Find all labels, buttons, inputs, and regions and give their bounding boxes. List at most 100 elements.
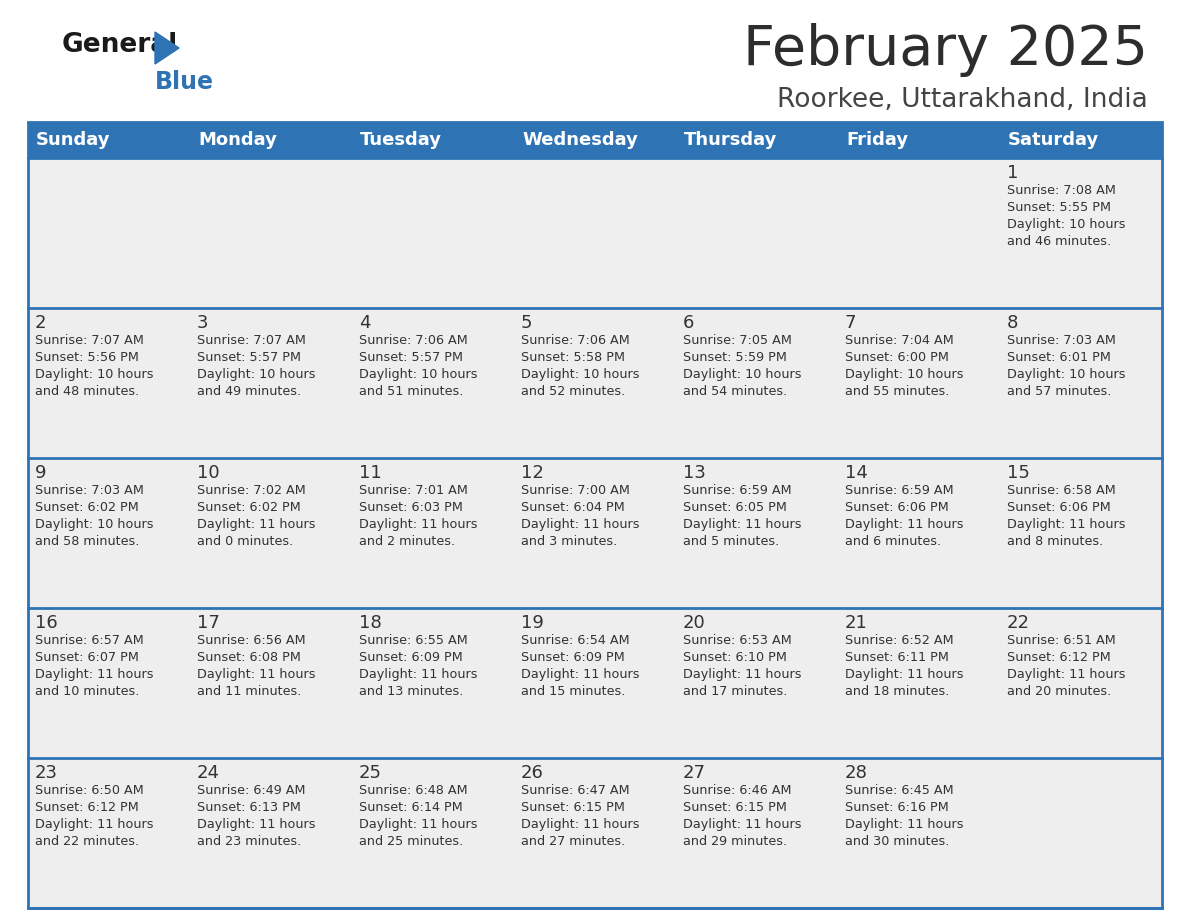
Text: Sunrise: 6:59 AM: Sunrise: 6:59 AM bbox=[683, 484, 791, 497]
Bar bbox=[514, 758, 676, 908]
Text: Sunrise: 6:52 AM: Sunrise: 6:52 AM bbox=[845, 634, 954, 647]
Bar bbox=[29, 458, 190, 608]
Bar bbox=[29, 122, 1162, 908]
Text: 12: 12 bbox=[522, 464, 544, 482]
Bar bbox=[29, 158, 190, 308]
Text: 4: 4 bbox=[359, 314, 371, 332]
Bar bbox=[514, 158, 676, 308]
Text: Sunrise: 7:08 AM: Sunrise: 7:08 AM bbox=[1007, 184, 1116, 197]
Text: Sunrise: 6:54 AM: Sunrise: 6:54 AM bbox=[522, 634, 630, 647]
Bar bbox=[676, 608, 838, 758]
Text: and 10 minutes.: and 10 minutes. bbox=[34, 685, 139, 698]
Text: and 27 minutes.: and 27 minutes. bbox=[522, 835, 625, 848]
Text: and 23 minutes.: and 23 minutes. bbox=[197, 835, 302, 848]
Text: and 6 minutes.: and 6 minutes. bbox=[845, 535, 941, 548]
Text: Sunrise: 7:06 AM: Sunrise: 7:06 AM bbox=[359, 334, 468, 347]
Text: Sunset: 6:06 PM: Sunset: 6:06 PM bbox=[1007, 501, 1111, 514]
Text: 23: 23 bbox=[34, 764, 58, 782]
Text: Sunset: 5:57 PM: Sunset: 5:57 PM bbox=[359, 351, 463, 364]
Text: and 48 minutes.: and 48 minutes. bbox=[34, 385, 139, 398]
Text: 7: 7 bbox=[845, 314, 857, 332]
Text: Daylight: 11 hours: Daylight: 11 hours bbox=[197, 518, 316, 531]
Text: Daylight: 11 hours: Daylight: 11 hours bbox=[34, 818, 153, 831]
Text: Saturday: Saturday bbox=[1007, 131, 1099, 149]
Text: 25: 25 bbox=[359, 764, 383, 782]
Text: 26: 26 bbox=[522, 764, 544, 782]
Text: 24: 24 bbox=[197, 764, 220, 782]
Text: Blue: Blue bbox=[154, 70, 214, 94]
Bar bbox=[352, 458, 514, 608]
Text: and 0 minutes.: and 0 minutes. bbox=[197, 535, 293, 548]
Bar bbox=[838, 758, 1000, 908]
Polygon shape bbox=[154, 32, 179, 64]
Text: Daylight: 10 hours: Daylight: 10 hours bbox=[197, 368, 316, 381]
Text: Sunrise: 6:59 AM: Sunrise: 6:59 AM bbox=[845, 484, 954, 497]
Text: and 29 minutes.: and 29 minutes. bbox=[683, 835, 788, 848]
Text: Sunset: 6:00 PM: Sunset: 6:00 PM bbox=[845, 351, 949, 364]
Bar bbox=[838, 458, 1000, 608]
Bar bbox=[352, 608, 514, 758]
Text: and 3 minutes.: and 3 minutes. bbox=[522, 535, 618, 548]
Text: Daylight: 11 hours: Daylight: 11 hours bbox=[34, 668, 153, 681]
Text: and 2 minutes.: and 2 minutes. bbox=[359, 535, 455, 548]
Text: Sunrise: 6:46 AM: Sunrise: 6:46 AM bbox=[683, 784, 791, 797]
Text: Daylight: 11 hours: Daylight: 11 hours bbox=[522, 668, 639, 681]
Bar bbox=[190, 608, 352, 758]
Text: and 55 minutes.: and 55 minutes. bbox=[845, 385, 949, 398]
Bar bbox=[838, 158, 1000, 308]
Text: Sunrise: 7:07 AM: Sunrise: 7:07 AM bbox=[197, 334, 305, 347]
Text: Sunrise: 7:03 AM: Sunrise: 7:03 AM bbox=[1007, 334, 1116, 347]
Text: Sunset: 6:08 PM: Sunset: 6:08 PM bbox=[197, 651, 301, 664]
Text: 27: 27 bbox=[683, 764, 706, 782]
Text: Daylight: 11 hours: Daylight: 11 hours bbox=[359, 668, 478, 681]
Text: 3: 3 bbox=[197, 314, 209, 332]
Text: Sunrise: 7:00 AM: Sunrise: 7:00 AM bbox=[522, 484, 630, 497]
Text: Sunset: 6:15 PM: Sunset: 6:15 PM bbox=[683, 801, 786, 814]
Text: Daylight: 11 hours: Daylight: 11 hours bbox=[1007, 668, 1125, 681]
Text: and 22 minutes.: and 22 minutes. bbox=[34, 835, 139, 848]
Text: Sunset: 6:01 PM: Sunset: 6:01 PM bbox=[1007, 351, 1111, 364]
Bar bbox=[1000, 458, 1162, 608]
Text: Sunset: 5:59 PM: Sunset: 5:59 PM bbox=[683, 351, 786, 364]
Text: Sunrise: 6:55 AM: Sunrise: 6:55 AM bbox=[359, 634, 468, 647]
Text: Sunrise: 7:02 AM: Sunrise: 7:02 AM bbox=[197, 484, 305, 497]
Text: General: General bbox=[62, 32, 178, 58]
Text: Sunset: 6:14 PM: Sunset: 6:14 PM bbox=[359, 801, 463, 814]
Text: Daylight: 11 hours: Daylight: 11 hours bbox=[845, 518, 963, 531]
Text: Daylight: 11 hours: Daylight: 11 hours bbox=[197, 668, 316, 681]
Text: 11: 11 bbox=[359, 464, 381, 482]
Bar bbox=[1000, 758, 1162, 908]
Text: Daylight: 10 hours: Daylight: 10 hours bbox=[1007, 218, 1125, 231]
Text: Tuesday: Tuesday bbox=[360, 131, 442, 149]
Text: Sunset: 6:10 PM: Sunset: 6:10 PM bbox=[683, 651, 786, 664]
Text: Daylight: 10 hours: Daylight: 10 hours bbox=[1007, 368, 1125, 381]
Text: 8: 8 bbox=[1007, 314, 1018, 332]
Text: Wednesday: Wednesday bbox=[522, 131, 638, 149]
Text: 18: 18 bbox=[359, 614, 381, 632]
Bar bbox=[29, 158, 1162, 308]
Text: 21: 21 bbox=[845, 614, 868, 632]
Text: Sunset: 6:02 PM: Sunset: 6:02 PM bbox=[197, 501, 301, 514]
Text: and 25 minutes.: and 25 minutes. bbox=[359, 835, 463, 848]
Text: Sunset: 6:09 PM: Sunset: 6:09 PM bbox=[522, 651, 625, 664]
Text: 5: 5 bbox=[522, 314, 532, 332]
Text: Daylight: 11 hours: Daylight: 11 hours bbox=[845, 668, 963, 681]
Text: Thursday: Thursday bbox=[684, 131, 777, 149]
Text: and 30 minutes.: and 30 minutes. bbox=[845, 835, 949, 848]
Bar bbox=[29, 608, 190, 758]
Text: and 20 minutes.: and 20 minutes. bbox=[1007, 685, 1111, 698]
Bar bbox=[29, 308, 190, 458]
Text: Daylight: 11 hours: Daylight: 11 hours bbox=[845, 818, 963, 831]
Text: Friday: Friday bbox=[846, 131, 908, 149]
Text: Daylight: 11 hours: Daylight: 11 hours bbox=[1007, 518, 1125, 531]
Text: and 5 minutes.: and 5 minutes. bbox=[683, 535, 779, 548]
Bar bbox=[29, 122, 1162, 158]
Text: and 11 minutes.: and 11 minutes. bbox=[197, 685, 302, 698]
Bar bbox=[514, 308, 676, 458]
Text: Sunset: 6:11 PM: Sunset: 6:11 PM bbox=[845, 651, 949, 664]
Bar bbox=[190, 308, 352, 458]
Text: and 54 minutes.: and 54 minutes. bbox=[683, 385, 788, 398]
Text: Daylight: 10 hours: Daylight: 10 hours bbox=[845, 368, 963, 381]
Text: 16: 16 bbox=[34, 614, 58, 632]
Text: Sunrise: 7:07 AM: Sunrise: 7:07 AM bbox=[34, 334, 144, 347]
